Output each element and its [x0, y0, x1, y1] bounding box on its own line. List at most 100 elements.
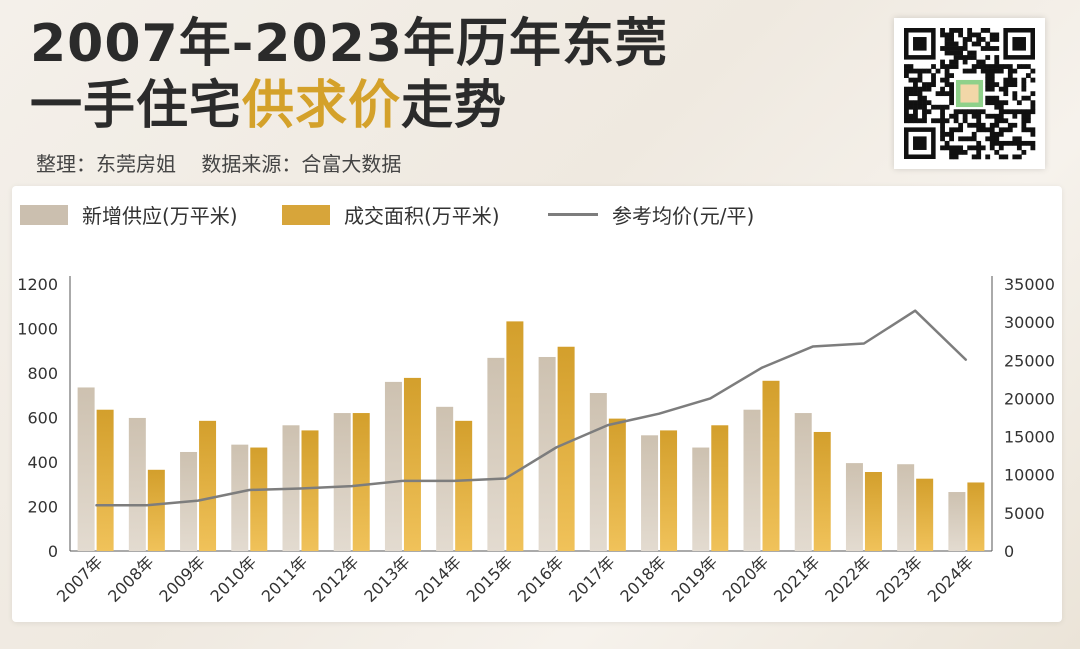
legend-swatch-deal: [282, 204, 330, 225]
qr-module: [949, 73, 954, 78]
qr-module: [962, 41, 968, 47]
left-tick-label: 200: [27, 498, 58, 517]
qr-module: [904, 68, 909, 74]
left-tick-label: 1200: [17, 275, 58, 294]
qr-module: [904, 113, 909, 119]
qr-module: [1003, 118, 1009, 124]
x-tick-label: 2017年: [565, 552, 619, 606]
qr-module: [1012, 122, 1018, 128]
x-tick-label: 2010年: [207, 552, 261, 606]
qr-module: [913, 113, 918, 119]
qr-module: [949, 149, 954, 155]
qr-module: [1025, 64, 1031, 69]
qr-module: [953, 28, 959, 33]
right-tick-label: 10000: [1004, 466, 1055, 485]
qr-module: [922, 104, 927, 110]
bar-deal: [967, 482, 985, 551]
qr-module: [980, 68, 986, 74]
bar-deal: [608, 418, 626, 551]
point-price: [146, 504, 148, 506]
qr-module: [904, 91, 909, 97]
qr-module: [994, 149, 1000, 155]
qr-finder-inner: [913, 136, 927, 150]
qr-module: [989, 95, 995, 101]
qr-module: [908, 118, 914, 124]
qr-module: [913, 118, 918, 124]
qr-module: [989, 77, 995, 83]
qr-module: [971, 41, 977, 47]
qr-module: [1016, 140, 1022, 146]
qr-module: [1030, 68, 1036, 74]
qr-module: [904, 73, 909, 78]
qr-module: [1025, 109, 1031, 115]
qr-module: [1003, 91, 1009, 97]
qr-module: [926, 100, 932, 106]
qr-module: [908, 113, 914, 119]
qr-module: [935, 68, 941, 74]
qr-module: [994, 104, 1000, 110]
qr-module: [944, 91, 950, 97]
qr-module: [994, 95, 1000, 101]
qr-module: [976, 109, 982, 115]
x-tick-label: 2024年: [924, 552, 978, 606]
qr-module: [989, 37, 995, 42]
qr-module: [904, 118, 909, 124]
qr-module: [989, 73, 995, 78]
point-price: [761, 367, 762, 369]
qr-module: [1012, 154, 1018, 160]
qr-module: [904, 109, 909, 115]
qr-module: [944, 145, 950, 151]
qr-module: [908, 100, 914, 106]
qr-module: [994, 68, 1000, 74]
x-tick-label: 2011年: [258, 552, 312, 606]
qr-module: [949, 113, 954, 119]
right-tick-label: 35000: [1004, 275, 1055, 294]
qr-module: [953, 145, 959, 151]
bar-supply: [589, 393, 607, 551]
qr-module: [962, 46, 968, 51]
qr-module: [913, 100, 918, 106]
legend-item-deal: 成交面积(万平米): [282, 200, 500, 229]
qr-module: [994, 64, 1000, 69]
qr-module: [949, 154, 954, 160]
point-price: [300, 487, 301, 489]
qr-module: [949, 41, 954, 47]
qr-module: [1030, 109, 1036, 115]
qr-module: [980, 127, 986, 133]
bar-supply: [845, 463, 863, 551]
qr-module: [962, 59, 968, 65]
right-tick-label: 25000: [1004, 351, 1055, 370]
qr-module: [913, 82, 918, 88]
qr-module: [917, 118, 923, 124]
qr-module: [931, 118, 936, 124]
qr-module: [1007, 127, 1013, 133]
qr-module: [989, 64, 995, 69]
qr-module: [994, 136, 1000, 142]
qr-module: [958, 55, 964, 60]
qr-module: [1030, 131, 1036, 137]
bar-deal: [301, 430, 319, 551]
qr-module: [913, 77, 918, 83]
qr-code[interactable]: [894, 18, 1045, 169]
qr-module: [1012, 109, 1018, 115]
qr-module: [980, 109, 986, 115]
x-tick-label: 2012年: [309, 552, 363, 606]
qr-module: [940, 122, 945, 128]
qr-module: [985, 55, 991, 60]
bar-supply: [436, 406, 454, 551]
x-tick-label: 2022年: [821, 552, 875, 606]
bar-supply: [128, 417, 146, 551]
qr-module: [913, 86, 918, 92]
qr-module: [953, 118, 959, 124]
qr-module: [1007, 140, 1013, 146]
qr-module: [1016, 154, 1022, 160]
qr-module: [953, 109, 959, 115]
qr-module: [1021, 127, 1027, 133]
bar-supply: [794, 413, 812, 551]
qr-module: [976, 32, 982, 38]
qr-module: [953, 41, 959, 47]
qr-module: [931, 73, 936, 78]
qr-module: [908, 104, 914, 110]
qr-module: [1007, 68, 1013, 74]
qr-module: [1021, 86, 1027, 92]
